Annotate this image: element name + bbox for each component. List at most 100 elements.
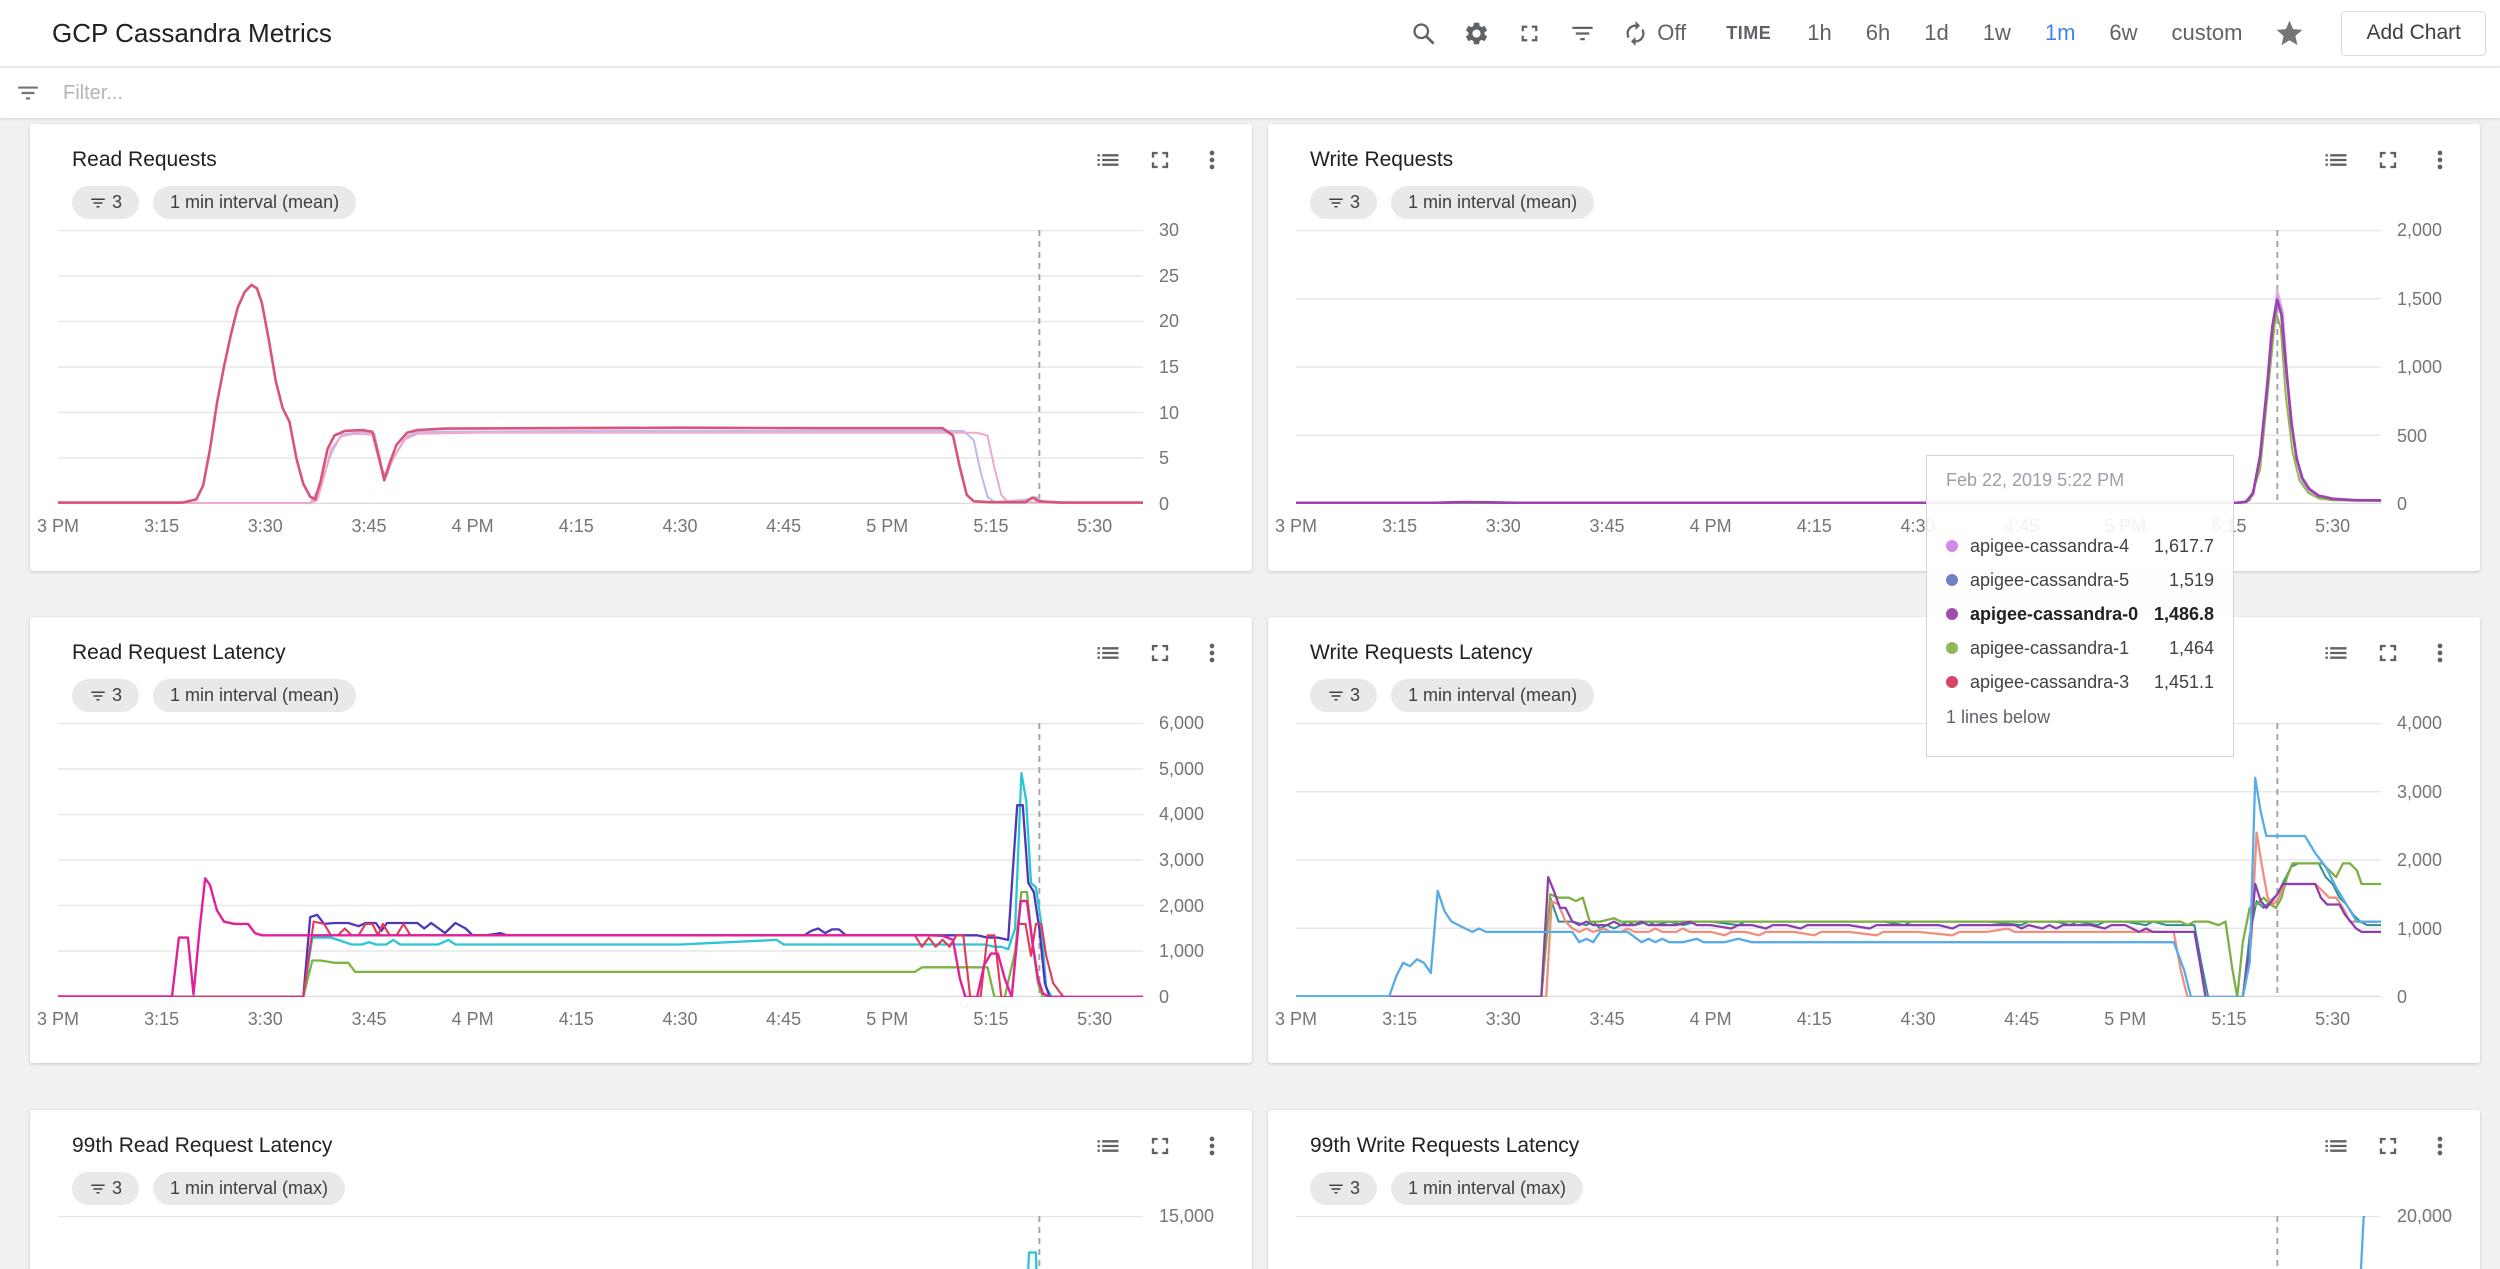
chart-plot-area[interactable] — [58, 1216, 1143, 1269]
x-axis-label: 5 PM — [866, 1009, 909, 1029]
filter-list-icon[interactable] — [1569, 20, 1596, 47]
legend-list-icon[interactable] — [1094, 639, 1122, 667]
filter-input[interactable] — [63, 81, 963, 105]
time-range-6h[interactable]: 6h — [1865, 20, 1891, 45]
time-range-1d[interactable]: 1d — [1924, 20, 1949, 45]
chart-menu-kebab-icon[interactable] — [2426, 639, 2454, 667]
header-actions: Off TIME 1h 6h 1d 1w 1m 6w custom Add Chart — [1410, 10, 2500, 56]
y-axis-label: 5,000 — [1159, 758, 1205, 779]
y-axis-label: 1,000 — [2397, 918, 2443, 939]
settings-gear-icon[interactable] — [1463, 20, 1490, 47]
chart-menu-kebab-icon[interactable] — [1198, 639, 1226, 667]
x-axis-label: 3:45 — [351, 516, 387, 536]
filter-count-pill[interactable]: 3 — [72, 679, 140, 712]
expand-chart-icon[interactable] — [2374, 146, 2402, 174]
add-chart-button[interactable]: Add Chart — [2341, 10, 2486, 56]
search-icon[interactable] — [1410, 20, 1437, 47]
chart-menu-kebab-icon[interactable] — [2426, 1132, 2454, 1160]
chart-card-99th-read-request-latency: 99th Read Request Latency 3 1 min interval… — [30, 1110, 1252, 1269]
filter-count: 3 — [112, 685, 123, 705]
interval-pill[interactable]: 1 min interval (mean) — [153, 679, 357, 712]
expand-chart-icon[interactable] — [1146, 639, 1174, 667]
x-axis-label: 3:15 — [1382, 516, 1418, 536]
series-color-dot — [1946, 676, 1958, 688]
legend-list-icon[interactable] — [1094, 146, 1122, 174]
y-axis-label: 0 — [2397, 494, 2408, 514]
filter-count-pill[interactable]: 3 — [1310, 679, 1378, 712]
chart-plot-area[interactable] — [1296, 230, 2381, 504]
series-line-s-magenta — [58, 877, 1143, 997]
tooltip-series-row: apigee-cassandra-4 1,617.7 — [1946, 529, 2214, 563]
chart-card-header: 99th Read Request Latency — [72, 1130, 1226, 1162]
chart-title: 99th Write Requests Latency — [1310, 1134, 1580, 1157]
expand-chart-icon[interactable] — [2374, 1132, 2402, 1160]
time-range-1h[interactable]: 1h — [1807, 20, 1832, 45]
chart-plot-area[interactable] — [58, 230, 1143, 504]
chart-card-header: 99th Write Requests Latency — [1310, 1130, 2454, 1162]
time-range-6w[interactable]: 6w — [2109, 20, 2138, 45]
legend-list-icon[interactable] — [2322, 146, 2350, 174]
chart-plot-area[interactable] — [1296, 1216, 2381, 1269]
expand-chart-icon[interactable] — [1146, 146, 1174, 174]
y-axis-label: 0 — [1159, 987, 1170, 1007]
x-axis-label: 3:45 — [1589, 516, 1625, 536]
interval-pill[interactable]: 1 min interval (mean) — [1391, 679, 1595, 712]
favorite-star-icon[interactable] — [2274, 18, 2305, 49]
interval-pill[interactable]: 1 min interval (mean) — [153, 186, 357, 219]
chart-menu-kebab-icon[interactable] — [1198, 1132, 1226, 1160]
chart-pills: 3 1 min interval (mean) — [1310, 679, 1595, 712]
chart-card-header: Write Requests Latency — [1310, 637, 2454, 669]
filter-count-pill[interactable]: 3 — [72, 186, 140, 219]
refresh-icon — [1622, 20, 1649, 47]
chart-menu-kebab-icon[interactable] — [1198, 146, 1226, 174]
series-line-s-lightblue — [2359, 1216, 2367, 1269]
time-range-1m[interactable]: 1m — [2044, 20, 2076, 45]
filter-list-icon — [89, 194, 107, 212]
series-color-dot — [1946, 642, 1958, 654]
fullscreen-icon[interactable] — [1516, 20, 1543, 47]
y-axis-label: 10 — [1159, 402, 1180, 423]
auto-refresh-toggle[interactable]: Off — [1622, 20, 1686, 47]
expand-chart-icon[interactable] — [1146, 1132, 1174, 1160]
filter-count: 3 — [112, 1178, 123, 1198]
legend-list-icon[interactable] — [2322, 1132, 2350, 1160]
legend-list-icon[interactable] — [2322, 639, 2350, 667]
y-axis-label: 0 — [2397, 987, 2408, 1007]
filter-count-pill[interactable]: 3 — [1310, 186, 1378, 219]
chart-plot-area[interactable] — [58, 723, 1143, 997]
interval-pill[interactable]: 1 min interval (mean) — [1391, 186, 1595, 219]
chart-menu-kebab-icon[interactable] — [2426, 146, 2454, 174]
chart-title: Read Request Latency — [72, 641, 286, 664]
x-axis-label: 4:45 — [766, 1009, 802, 1029]
expand-chart-icon[interactable] — [2374, 639, 2402, 667]
y-axis-label: 20,000 — [2397, 1206, 2453, 1226]
y-axis-label: 15 — [1159, 357, 1180, 377]
interval-pill[interactable]: 1 min interval (max) — [1391, 1172, 1584, 1205]
time-range-1w[interactable]: 1w — [1982, 20, 2011, 45]
chart-actions — [1094, 639, 1226, 667]
tooltip-series-row: apigee-cassandra-0 1,486.8 — [1946, 597, 2214, 631]
series-line-s-lavender — [58, 429, 1143, 504]
x-axis-label: 4:15 — [558, 1009, 594, 1029]
interval-pill[interactable]: 1 min interval (max) — [153, 1172, 346, 1205]
chart-card-write-requests-latency: Write Requests Latency 3 1 min interval (m… — [1268, 617, 2480, 1063]
series-value: 1,519 — [2168, 569, 2214, 590]
chart-card-99th-write-requests-latency: 99th Write Requests Latency 3 1 min interv… — [1268, 1110, 2480, 1269]
chart-card-header: Read Requests — [72, 144, 1226, 176]
chart-card-read-requests: Read Requests 3 1 min interval (mean) 30 25 2… — [30, 124, 1252, 571]
legend-list-icon[interactable] — [1094, 1132, 1122, 1160]
y-axis-label: 3,000 — [2397, 781, 2443, 802]
y-axis-label: 4,000 — [2397, 713, 2443, 733]
chart-plot-area[interactable] — [1296, 723, 2381, 997]
x-axis-label: 3 PM — [36, 1009, 80, 1029]
time-range-custom[interactable]: custom — [2171, 20, 2243, 45]
filter-count-pill[interactable]: 3 — [72, 1172, 140, 1205]
chart-card-header: Write Requests — [1310, 144, 2454, 176]
time-range-group: 1h 6h 1d 1w 1m 6w custom — [1807, 20, 2242, 46]
series-color-dot — [1946, 574, 1958, 586]
chart-pills: 3 1 min interval (mean) — [72, 679, 357, 712]
chart-card-read-request-latency: Read Request Latency 3 1 min interval (mea… — [30, 617, 1252, 1063]
filter-count-pill[interactable]: 3 — [1310, 1172, 1378, 1205]
dashboard-filter-bar — [0, 68, 2500, 118]
x-axis-label: 3 PM — [1274, 516, 1318, 536]
